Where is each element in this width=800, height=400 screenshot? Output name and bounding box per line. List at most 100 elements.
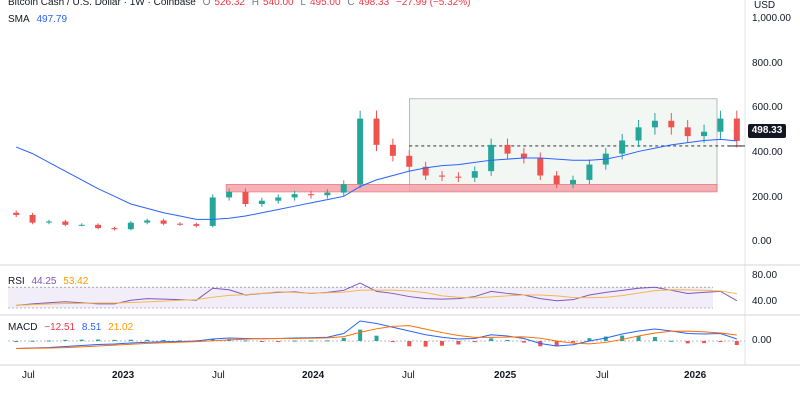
candle-body bbox=[127, 222, 134, 230]
macd-histogram-bar bbox=[63, 339, 68, 341]
macd-histogram-bar bbox=[554, 341, 559, 346]
candle-body bbox=[78, 224, 85, 226]
last-price-tag: 498.33 bbox=[748, 124, 786, 138]
macd-histogram-bar bbox=[603, 336, 608, 341]
candle-body bbox=[684, 127, 691, 137]
candle-body bbox=[307, 194, 314, 196]
macd-histogram-bar bbox=[341, 337, 346, 341]
candle-body bbox=[553, 175, 560, 185]
macd-histogram-bar bbox=[308, 340, 313, 342]
macd-histogram-bar bbox=[259, 341, 264, 342]
candle-body bbox=[422, 166, 429, 176]
candle-body bbox=[586, 164, 593, 180]
candle-body bbox=[144, 220, 151, 223]
close-value: 498.33 bbox=[358, 0, 390, 8]
candle-body bbox=[193, 224, 200, 226]
candle-body bbox=[389, 144, 396, 156]
macd-label: MACD bbox=[8, 322, 38, 333]
time-tick: Jul bbox=[22, 370, 35, 381]
time-tick: 2026 bbox=[684, 370, 707, 381]
candle-body bbox=[160, 220, 167, 224]
sma-label: SMA bbox=[8, 14, 30, 25]
open-label: O bbox=[202, 0, 211, 8]
macd-line bbox=[16, 320, 737, 349]
range-box bbox=[409, 98, 718, 192]
rsi-label: RSI bbox=[8, 276, 25, 287]
candle-body bbox=[455, 176, 462, 178]
macd-signal-line bbox=[16, 325, 737, 349]
macd-histogram-bar bbox=[669, 340, 674, 342]
macd-histogram-bar bbox=[145, 339, 150, 341]
macd-histogram-bar bbox=[407, 341, 412, 347]
macd-legend: MACD −12.51 8.51 21.02 bbox=[8, 322, 137, 333]
macd-histogram-bar bbox=[571, 341, 576, 343]
candle-body bbox=[570, 179, 577, 185]
macd-histogram-bar bbox=[620, 335, 625, 341]
price-tick: 400.00 bbox=[752, 147, 783, 158]
price-tick: 1,000.00 bbox=[752, 13, 791, 24]
macd-histogram-bar bbox=[276, 341, 281, 342]
candle-body bbox=[242, 191, 249, 204]
currency-label: USD bbox=[754, 0, 776, 11]
rsi-band bbox=[8, 287, 713, 308]
support-zone bbox=[225, 183, 718, 193]
price-tick: 800.00 bbox=[752, 58, 783, 69]
macd-histogram-bar bbox=[390, 341, 395, 342]
candle-body bbox=[488, 144, 495, 172]
macd-hist-value: −12.51 bbox=[44, 322, 76, 333]
macd-histogram-bar bbox=[177, 340, 182, 342]
macd-histogram-bar bbox=[587, 338, 592, 341]
candle-body bbox=[520, 153, 527, 158]
macd-histogram-bar bbox=[46, 340, 51, 342]
rsi-legend: RSI 44.25 53.42 bbox=[8, 276, 92, 287]
macd-histogram-bar bbox=[472, 341, 477, 343]
candle-body bbox=[635, 127, 642, 141]
candle-body bbox=[471, 171, 478, 178]
macd-histogram-bar bbox=[423, 341, 428, 347]
candle-body bbox=[45, 221, 52, 223]
candle-body bbox=[258, 200, 265, 204]
macd-histogram-bar bbox=[161, 340, 166, 341]
candle-body bbox=[733, 118, 740, 141]
candle-body bbox=[29, 214, 36, 223]
low-value: 495.00 bbox=[309, 0, 341, 8]
macd-histogram-bar bbox=[79, 339, 84, 341]
candle-body bbox=[373, 118, 380, 145]
time-tick: 2024 bbox=[302, 370, 325, 381]
candle-body bbox=[537, 158, 544, 176]
open-value: 526.32 bbox=[214, 0, 245, 8]
time-tick: 2025 bbox=[494, 370, 517, 381]
macd-histogram-bar bbox=[30, 340, 35, 342]
candle-body bbox=[717, 118, 724, 132]
candle-body bbox=[357, 118, 364, 185]
close-label: C bbox=[347, 0, 355, 8]
sma-value: 497.79 bbox=[36, 14, 68, 25]
macd-histogram-bar bbox=[14, 341, 19, 342]
sma-line bbox=[16, 138, 737, 220]
candle-body bbox=[13, 212, 20, 215]
candle-body bbox=[62, 221, 69, 225]
macd-histogram-bar bbox=[325, 340, 330, 342]
macd-histogram-bar bbox=[489, 338, 494, 341]
price-tick: 600.00 bbox=[752, 102, 783, 113]
macd-histogram-bar bbox=[128, 339, 133, 341]
macd-histogram-bar bbox=[358, 329, 363, 341]
change-value: −27.99 (−5.32%) bbox=[395, 0, 471, 8]
rsi-line bbox=[16, 282, 738, 306]
candle-body bbox=[275, 197, 282, 201]
candle-body bbox=[651, 120, 658, 128]
symbol-title: Bitcoin Cash / U.S. Dollar · 1W · Coinba… bbox=[8, 0, 196, 8]
macd-histogram-bar bbox=[440, 341, 445, 346]
candle-body bbox=[439, 175, 446, 177]
high-label: H bbox=[251, 0, 260, 8]
rsi-tick: 80.00 bbox=[752, 270, 778, 281]
candle-body bbox=[111, 228, 118, 230]
rsi-tick: 40.00 bbox=[752, 296, 778, 307]
candle-body bbox=[504, 144, 511, 154]
macd-histogram-bar bbox=[292, 340, 297, 342]
price-tick: 200.00 bbox=[752, 192, 783, 203]
macd-line-value: 8.51 bbox=[81, 322, 102, 333]
candle-body bbox=[291, 194, 298, 198]
